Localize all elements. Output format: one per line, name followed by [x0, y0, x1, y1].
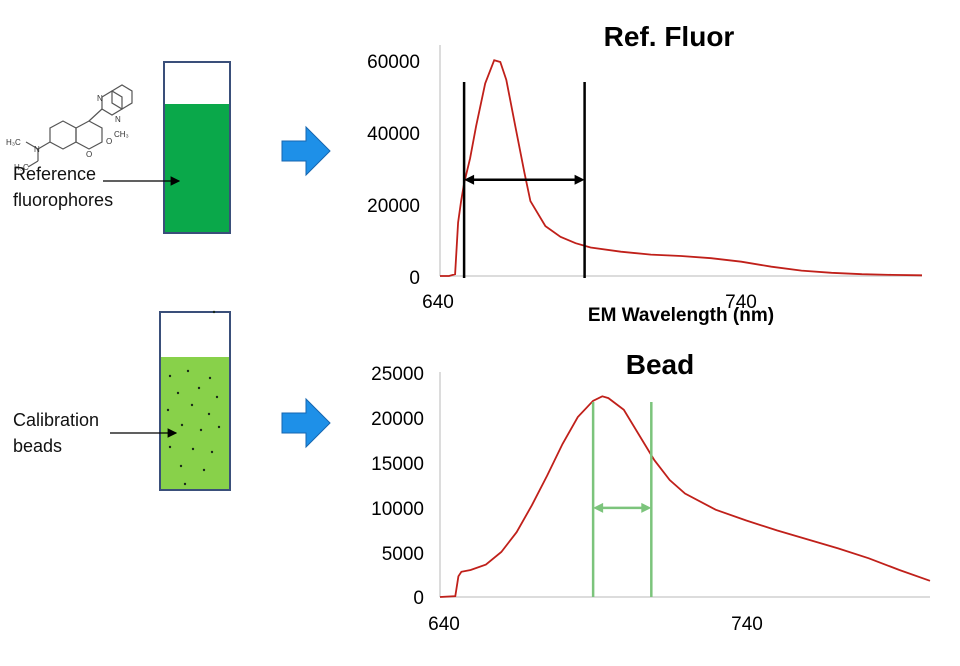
bead-y-tick-label: 0: [413, 588, 424, 609]
bead-x-tick-label: 640: [428, 614, 460, 635]
ref-y-tick-label: 60000: [367, 52, 420, 73]
bead-chart-title: Bead: [626, 349, 694, 380]
reference-vial-outline: [163, 61, 231, 234]
ref-bandwidth-arrow: [464, 174, 585, 185]
bead-vial-fill: [160, 357, 230, 490]
bead-y-tick-label: 15000: [371, 454, 424, 475]
ref-y-tick-label: 20000: [367, 196, 420, 217]
calibration-beads-label: Calibration beads: [13, 407, 99, 459]
bead-chart: Bead 25000 20000 15000 10000 5000 0 640 …: [371, 349, 931, 635]
atom-label: N: [34, 145, 40, 154]
reference-fluorophores-label: Reference fluorophores: [13, 161, 113, 213]
bandwidth-arrow-head: [464, 174, 475, 185]
ref-x-axis-label: EM Wavelength (nm): [588, 305, 774, 326]
bead-y-tick-label: 25000: [371, 364, 424, 385]
atom-label: O: [106, 137, 112, 146]
fluorophore-molecule-structure: [25, 84, 133, 168]
reference-label-line2: fluorophores: [13, 190, 114, 210]
atom-label: N: [115, 115, 121, 124]
bandwidth-arrow-head: [641, 502, 652, 513]
arrow-to-bead-chart: [281, 397, 331, 449]
bead-x-tick-label: 740: [731, 614, 763, 635]
bead-bandwidth-arrow: [593, 502, 652, 513]
arrow-to-ref-chart: [281, 125, 331, 177]
bead-emission-curve: [439, 395, 931, 598]
bead-y-tick-label: 5000: [382, 544, 424, 565]
ref-emission-curve: [440, 59, 923, 277]
ref-x-tick-label: 640: [422, 292, 454, 313]
reference-label-line1: Reference: [13, 164, 97, 184]
atom-label: H₃C: [14, 163, 29, 172]
bead-vial: [159, 310, 231, 491]
ref-fluor-chart: Ref. Fluor 60000 40000 20000 0 640 740 E…: [367, 21, 923, 326]
reference-vial: [163, 61, 231, 234]
bead-vial-outline: [159, 311, 231, 491]
bead-y-tick-label: 10000: [371, 499, 424, 520]
molecule-atom-labels: H₃C N H₃C O O N N CH₃: [6, 94, 129, 172]
bead-label-line1: Calibration: [13, 410, 100, 430]
atom-label: N: [97, 94, 103, 103]
ref-y-tick-label: 40000: [367, 124, 420, 145]
bead-dots: [166, 310, 221, 486]
ref-x-tick-label: 740: [725, 292, 757, 313]
reference-vial-fill: [164, 104, 230, 233]
ref-chart-title: Ref. Fluor: [604, 21, 735, 52]
ref-y-tick-label: 0: [409, 268, 420, 289]
atom-label: H₃C: [6, 138, 21, 147]
bead-y-tick-label: 20000: [371, 409, 424, 430]
bandwidth-arrow-head: [593, 502, 604, 513]
atom-label: O: [86, 150, 92, 159]
bead-label-line2: beads: [13, 436, 63, 456]
bandwidth-arrow-head: [574, 174, 585, 185]
atom-label: CH₃: [114, 130, 129, 139]
